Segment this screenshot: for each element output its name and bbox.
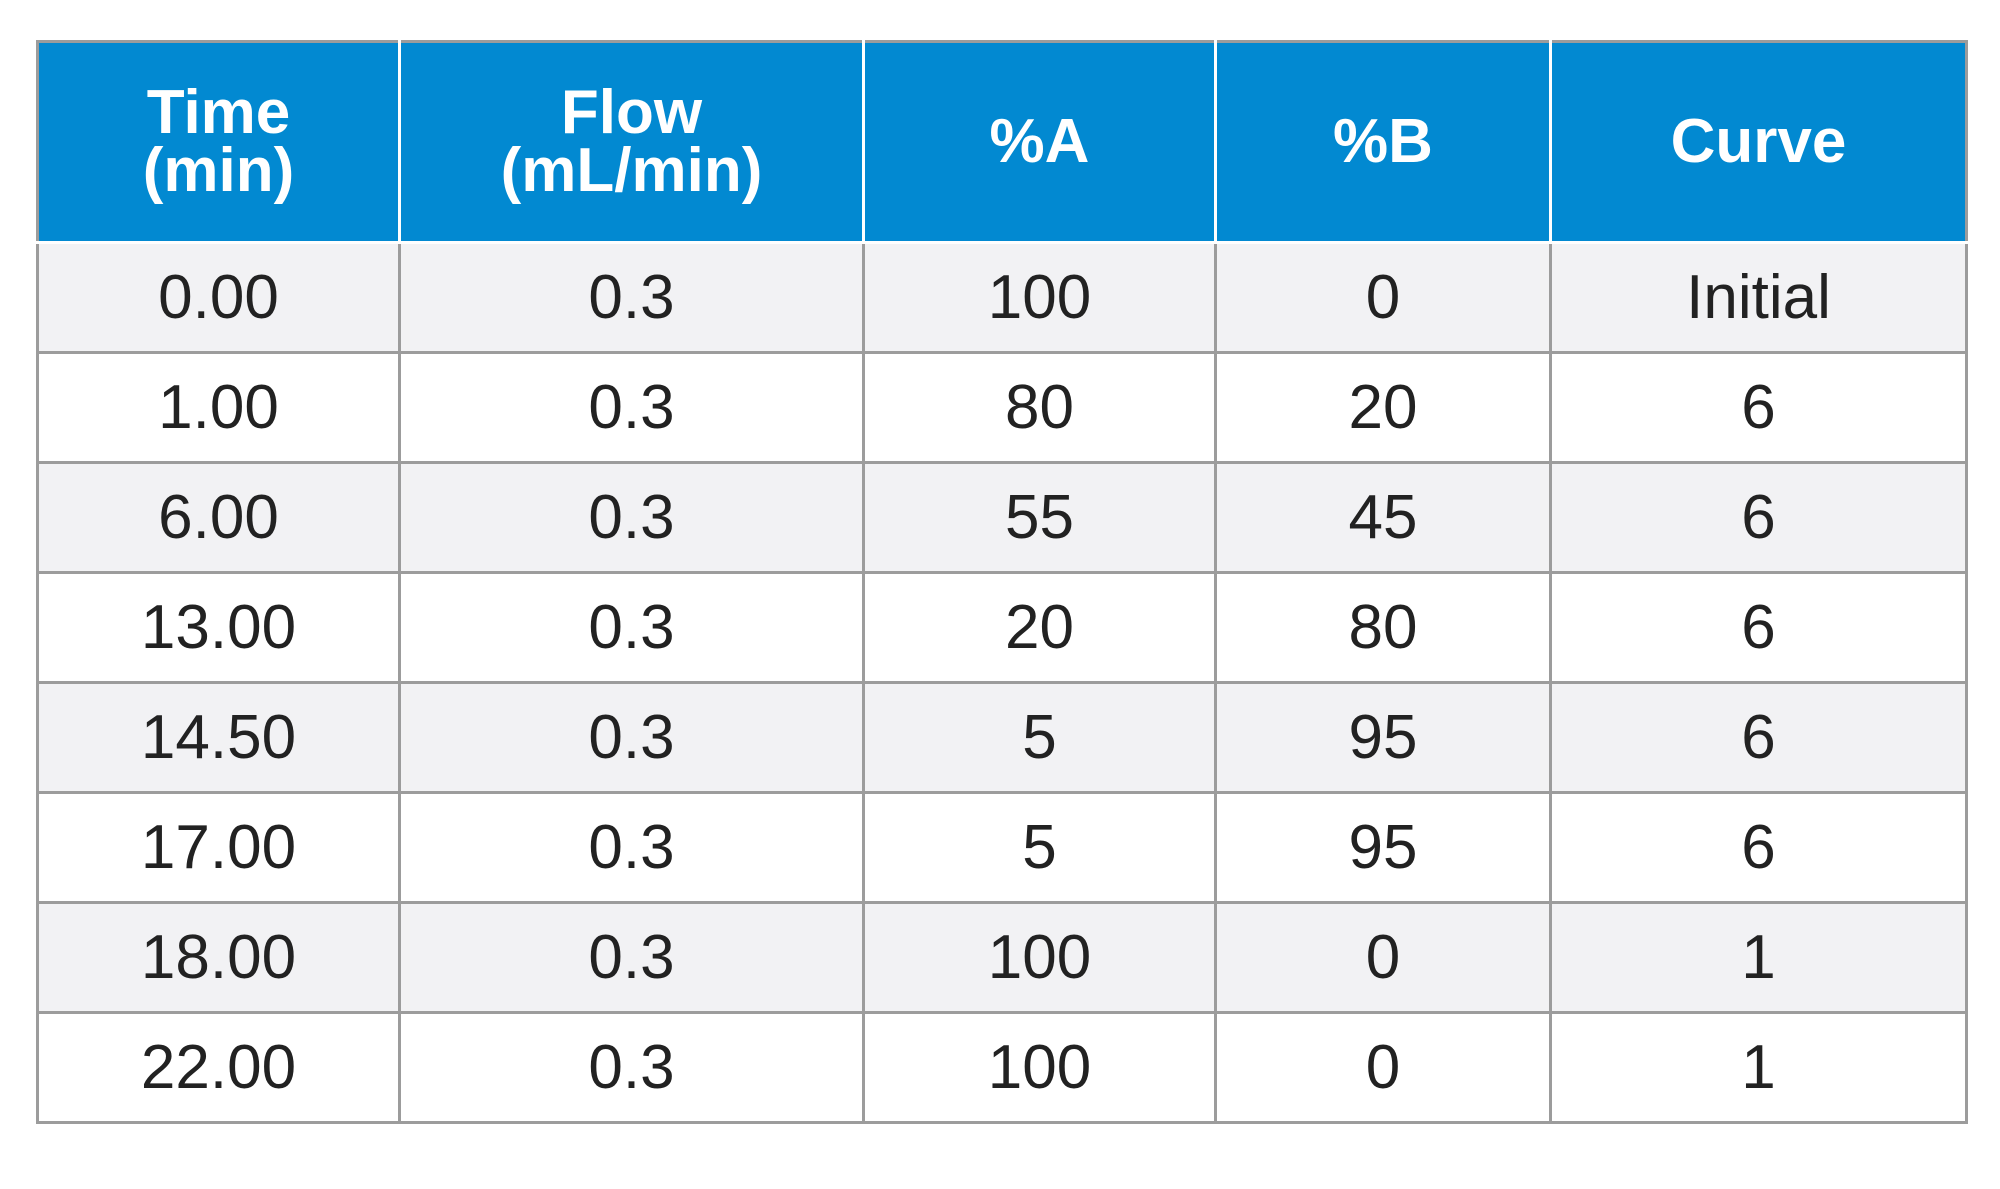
cell-percent-a: 100	[862, 901, 1217, 1014]
header-percent-a: %A	[862, 40, 1217, 244]
cell-curve: 6	[1549, 571, 1968, 684]
table-body: 0.00 0.3 100 0 Initial 1.00 0.3 80 20 6 …	[36, 241, 1968, 1124]
header-row: Time (min) Flow (mL/min) %A %B Curve	[36, 40, 1968, 244]
cell-flow: 0.3	[398, 791, 865, 904]
header-curve-label: Curve	[1670, 107, 1847, 176]
cell-percent-a: 20	[862, 571, 1217, 684]
cell-flow: 0.3	[398, 901, 865, 1014]
cell-percent-a: 80	[862, 351, 1217, 464]
table-row: 1.00 0.3 80 20 6	[36, 351, 1968, 464]
cell-percent-a: 5	[862, 791, 1217, 904]
table-row: 14.50 0.3 5 95 6	[36, 681, 1968, 794]
cell-curve: 6	[1549, 791, 1968, 904]
cell-curve: 1	[1549, 1011, 1968, 1124]
header-flow-label: Flow	[560, 78, 703, 147]
cell-flow: 0.3	[398, 241, 865, 354]
cell-curve: 6	[1549, 681, 1968, 794]
gradient-table: Time (min) Flow (mL/min) %A %B Curve	[36, 40, 1968, 1124]
header-curve: Curve	[1549, 40, 1968, 244]
header-flow: Flow (mL/min)	[398, 40, 865, 244]
cell-percent-b: 95	[1214, 791, 1552, 904]
cell-time: 6.00	[36, 461, 401, 574]
cell-time: 1.00	[36, 351, 401, 464]
table-row: 18.00 0.3 100 0 1	[36, 901, 1968, 1014]
cell-curve: 6	[1549, 351, 1968, 464]
table-header: Time (min) Flow (mL/min) %A %B Curve	[36, 40, 1968, 244]
cell-flow: 0.3	[398, 461, 865, 574]
table-row: 17.00 0.3 5 95 6	[36, 791, 1968, 904]
cell-flow: 0.3	[398, 571, 865, 684]
cell-time: 22.00	[36, 1011, 401, 1124]
cell-percent-b: 80	[1214, 571, 1552, 684]
cell-flow: 0.3	[398, 351, 865, 464]
cell-percent-a: 100	[862, 241, 1217, 354]
header-time-unit: (min)	[142, 136, 295, 205]
cell-flow: 0.3	[398, 1011, 865, 1124]
header-percent-b: %B	[1214, 40, 1552, 244]
cell-flow: 0.3	[398, 681, 865, 794]
cell-percent-b: 0	[1214, 241, 1552, 354]
cell-percent-a: 55	[862, 461, 1217, 574]
cell-time: 0.00	[36, 241, 401, 354]
cell-percent-b: 45	[1214, 461, 1552, 574]
cell-curve: Initial	[1549, 241, 1968, 354]
cell-percent-b: 20	[1214, 351, 1552, 464]
cell-percent-a: 5	[862, 681, 1217, 794]
table-row: 6.00 0.3 55 45 6	[36, 461, 1968, 574]
cell-time: 13.00	[36, 571, 401, 684]
cell-time: 17.00	[36, 791, 401, 904]
cell-curve: 1	[1549, 901, 1968, 1014]
cell-percent-b: 0	[1214, 1011, 1552, 1124]
header-percent-a-label: %A	[989, 107, 1090, 176]
cell-percent-a: 100	[862, 1011, 1217, 1124]
cell-percent-b: 95	[1214, 681, 1552, 794]
header-time: Time (min)	[36, 40, 401, 244]
cell-time: 18.00	[36, 901, 401, 1014]
table-row: 0.00 0.3 100 0 Initial	[36, 241, 1968, 354]
cell-percent-b: 0	[1214, 901, 1552, 1014]
gradient-table-container: Time (min) Flow (mL/min) %A %B Curve	[36, 40, 1968, 1124]
cell-curve: 6	[1549, 461, 1968, 574]
header-time-label: Time	[146, 78, 291, 147]
table-row: 22.00 0.3 100 0 1	[36, 1011, 1968, 1124]
cell-time: 14.50	[36, 681, 401, 794]
header-flow-unit: (mL/min)	[500, 136, 763, 205]
header-percent-b-label: %B	[1333, 107, 1433, 176]
table-row: 13.00 0.3 20 80 6	[36, 571, 1968, 684]
